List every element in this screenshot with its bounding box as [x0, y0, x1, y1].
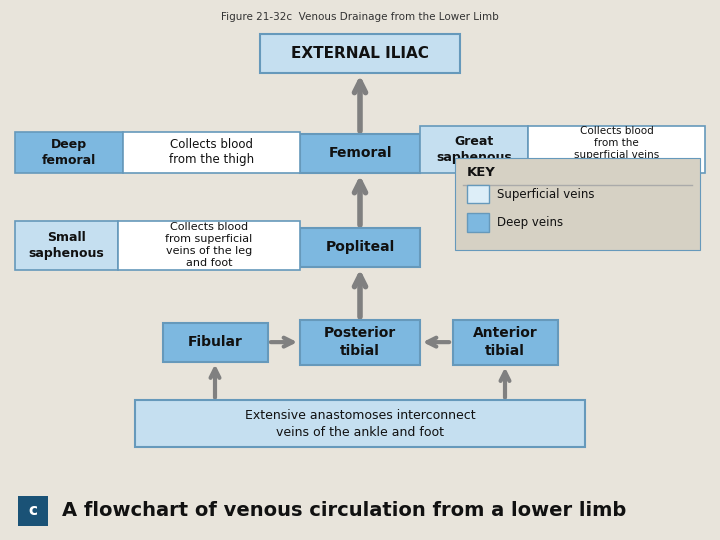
Text: EXTERNAL ILIAC: EXTERNAL ILIAC: [291, 45, 429, 60]
Text: Figure 21-32c  Venous Drainage from the Lower Limb: Figure 21-32c Venous Drainage from the L…: [221, 12, 499, 22]
Text: Small
saphenous: Small saphenous: [28, 231, 104, 260]
Text: Superficial veins: Superficial veins: [497, 187, 595, 200]
Text: Anterior
tibial: Anterior tibial: [472, 327, 537, 358]
Text: c: c: [29, 503, 37, 518]
FancyBboxPatch shape: [467, 185, 489, 203]
Text: A flowchart of venous circulation from a lower limb: A flowchart of venous circulation from a…: [62, 502, 626, 521]
Text: Collects blood
from the thigh: Collects blood from the thigh: [169, 138, 254, 166]
Text: KEY: KEY: [467, 166, 496, 179]
FancyBboxPatch shape: [117, 221, 300, 269]
Text: Collects blood
from the
superficial veins
of the lower limb: Collects blood from the superficial vein…: [572, 126, 661, 172]
FancyBboxPatch shape: [123, 132, 300, 173]
Text: Deep veins: Deep veins: [497, 216, 563, 229]
Text: Extensive anastomoses interconnect
veins of the ankle and foot: Extensive anastomoses interconnect veins…: [245, 409, 475, 439]
Text: Collects blood
from superficial
veins of the leg
and foot: Collects blood from superficial veins of…: [165, 222, 253, 268]
Text: Deep
femoral: Deep femoral: [42, 138, 96, 167]
FancyBboxPatch shape: [135, 400, 585, 447]
FancyBboxPatch shape: [467, 213, 489, 232]
FancyBboxPatch shape: [260, 33, 460, 72]
FancyBboxPatch shape: [528, 126, 705, 173]
FancyBboxPatch shape: [300, 228, 420, 267]
Text: Femoral: Femoral: [328, 146, 392, 160]
FancyBboxPatch shape: [300, 134, 420, 173]
FancyBboxPatch shape: [420, 126, 528, 173]
FancyBboxPatch shape: [455, 158, 700, 250]
Text: Fibular: Fibular: [188, 335, 243, 349]
FancyBboxPatch shape: [15, 132, 123, 173]
Text: Posterior
tibial: Posterior tibial: [324, 327, 396, 358]
FancyBboxPatch shape: [300, 320, 420, 365]
FancyBboxPatch shape: [163, 323, 268, 362]
Text: Popliteal: Popliteal: [325, 240, 395, 254]
FancyBboxPatch shape: [18, 496, 48, 526]
Text: Great
saphenous: Great saphenous: [436, 134, 512, 164]
FancyBboxPatch shape: [452, 320, 557, 365]
FancyBboxPatch shape: [15, 221, 117, 269]
